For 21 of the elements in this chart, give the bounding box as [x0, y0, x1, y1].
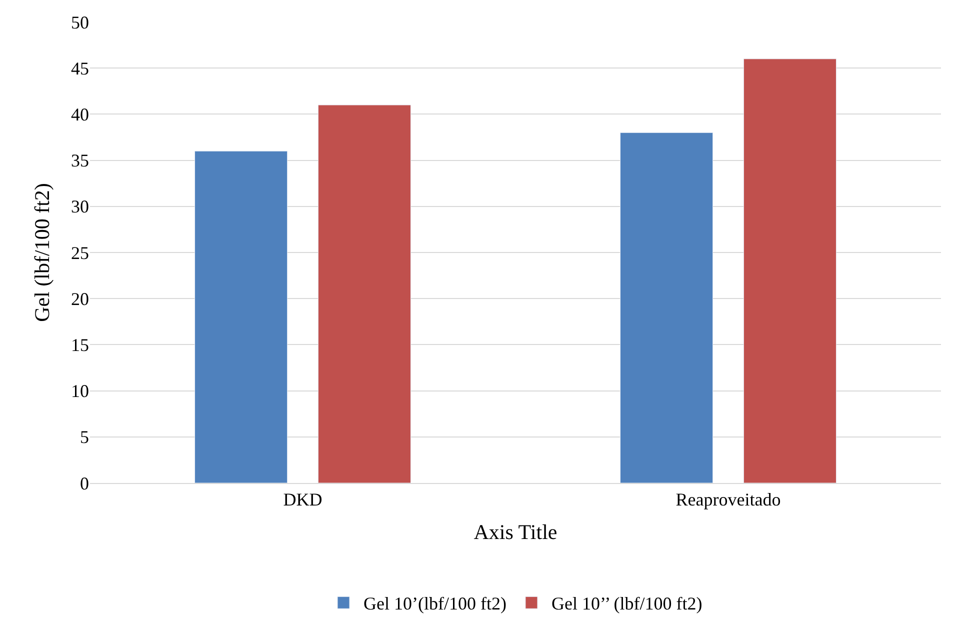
legend-label: Gel 10’’ (lbf/100 ft2) [551, 594, 702, 614]
y-axis-title: Gel (lbf/100 ft2) [30, 183, 54, 322]
bar [743, 58, 836, 483]
legend-label: Gel 10’(lbf/100 ft2) [364, 594, 506, 614]
x-tick-label: DKD [283, 490, 322, 510]
x-axis-title: Axis Title [474, 520, 558, 544]
y-tick-label: 25 [71, 242, 89, 263]
y-tick-label: 15 [71, 335, 89, 355]
y-tick-label: 20 [71, 288, 89, 309]
y-tick-label: 45 [71, 58, 89, 78]
y-tick-label: 40 [71, 104, 89, 124]
bar [194, 150, 288, 483]
y-tick-label: 10 [71, 381, 89, 402]
y-tick-label: 50 [71, 12, 89, 32]
y-tick-label: 5 [80, 427, 89, 448]
y-tick-label: 0 [80, 473, 89, 494]
x-tick-label: Reaproveitado [676, 490, 781, 510]
bar [318, 104, 411, 483]
bar [620, 132, 714, 483]
y-tick-label: 30 [71, 196, 89, 217]
y-tick-label: 35 [71, 150, 89, 171]
